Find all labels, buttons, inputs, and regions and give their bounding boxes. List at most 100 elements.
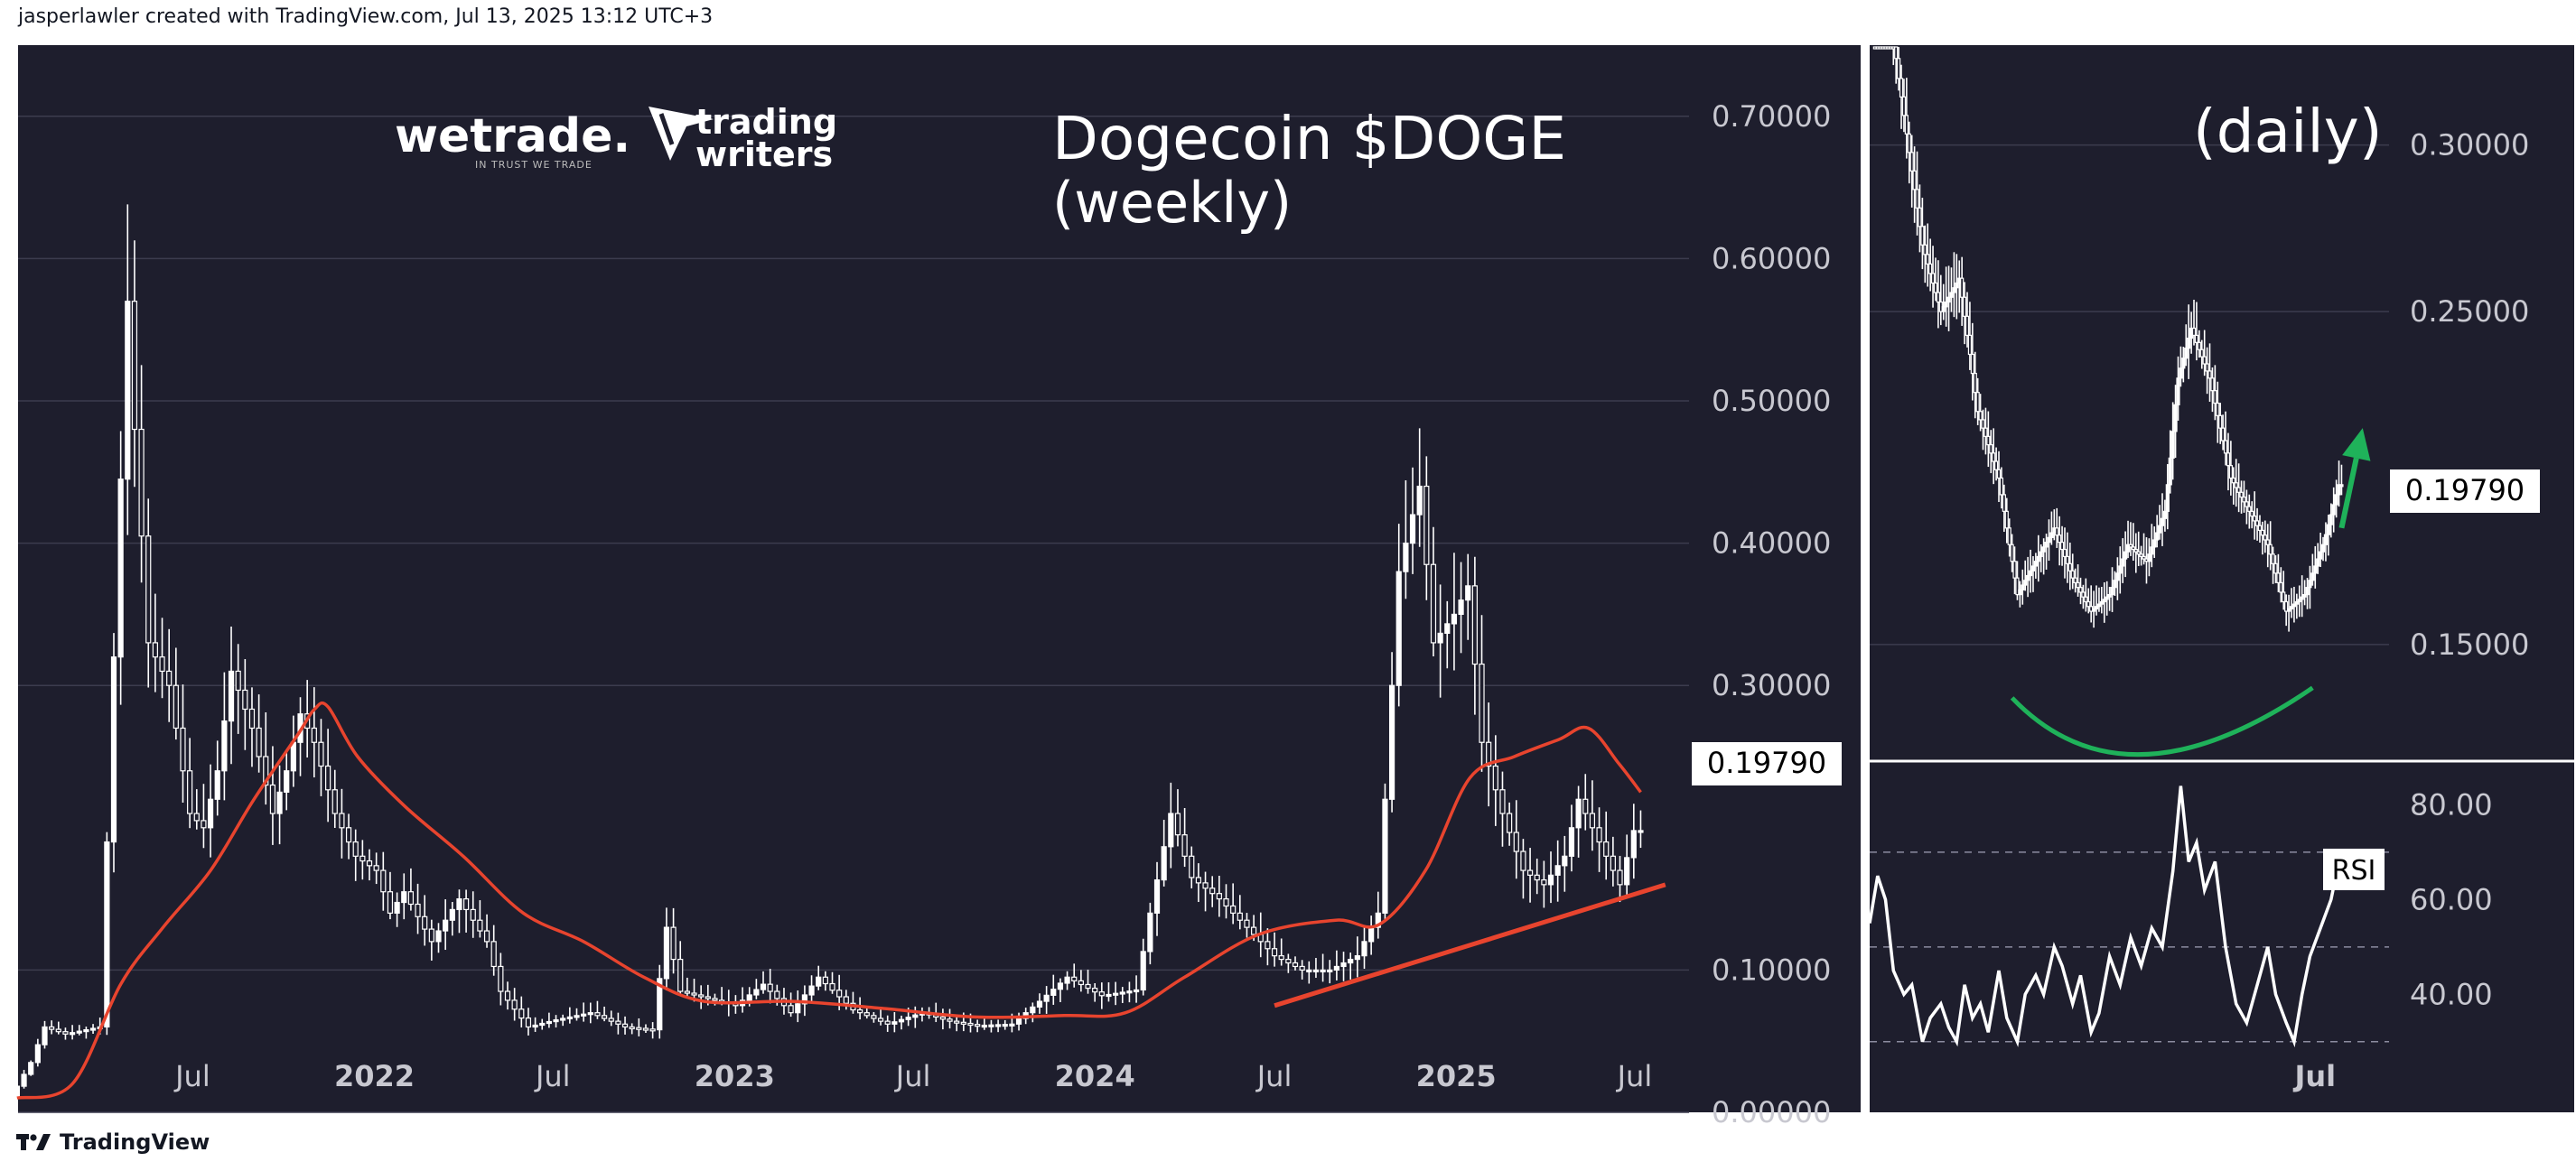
daily-candle [2155,515,2160,548]
daily-candle [2234,459,2238,507]
weekly-candle [1333,950,1339,980]
weekly-candle [1181,807,1188,868]
weekly-candle [546,1012,552,1028]
weekly-candle [1479,615,1485,772]
weekly-candle [629,1023,635,1035]
weekly-candle [808,975,815,1003]
weekly-candle [415,883,421,934]
daily-candle [2291,586,2297,623]
daily-candle [2331,487,2336,533]
weekly-time-axis[interactable]: Jul 2022 Jul 2023 Jul 2024 Jul 2025 Jul [173,1059,1652,1093]
weekly-candle [1002,1019,1008,1030]
weekly-candle [1388,652,1395,813]
weekly-candle [214,740,220,816]
weekly-candle [760,971,767,994]
daily-chart-panel[interactable]: 0.30000 0.25000 0.15000 0.19790 (daily) 80… [1868,45,2574,1112]
weekly-candle [532,1017,538,1032]
daily-candle [2329,503,2333,538]
daily-time-axis[interactable]: Jul [2292,1059,2336,1093]
weekly-candle [1603,811,1610,880]
weekly-candle [345,813,352,860]
weekly-candle [649,1022,656,1039]
weekly-candle [34,1038,41,1067]
daily-candle [2018,581,2022,608]
weekly-candle [1050,974,1057,1005]
daily-candle [2099,586,2104,614]
daily-candle [1955,254,1959,320]
rsi-line [1868,785,2346,1048]
weekly-candle [339,788,345,859]
rsi-label: RSI [2323,849,2385,890]
rsi-axis[interactable]: 80.00 60.00 40.00 [2410,787,2493,1011]
daily-candle [1978,394,1983,432]
weekly-candle [373,852,379,885]
weekly-candle [1195,863,1202,903]
daily-candle [2113,571,2117,597]
daily-candle [2239,480,2244,514]
weekly-candle [1202,871,1209,912]
weekly-candle [70,1025,76,1040]
weekly-candle [822,971,828,991]
daily-candle [2187,304,2191,379]
daily-price-axis[interactable]: 0.30000 0.25000 0.15000 [2410,128,2529,662]
daily-candle [2058,516,2062,566]
weekly-candle [28,1060,34,1076]
rsi-label-box [2323,849,2385,890]
weekly-candle [14,1085,21,1099]
daily-candle [1936,260,1940,329]
daily-candle [2205,347,2209,395]
daily-candle [2165,464,2170,530]
weekly-candle [1085,970,1091,994]
weekly-chart-panel[interactable]: 0.70000 0.60000 0.50000 0.40000 0.30000 0.100… [14,45,1861,1129]
daily-candle [2028,549,2033,593]
daily-candle [1894,46,1899,84]
weekly-candle [387,871,394,920]
daily-candle [2125,520,2131,559]
weekly-x-tick-label: Jul [173,1059,210,1093]
weekly-candle [1223,884,1229,919]
daily-candle [2168,430,2172,494]
daily-candle [2010,534,2014,572]
weekly-candle [449,901,455,936]
weekly-candle [1437,584,1443,698]
daily-candle [1928,238,1933,292]
weekly-candle [201,784,207,849]
daily-candle [1992,428,1996,485]
daily-candle [1915,151,1919,236]
weekly-candle [525,1008,532,1036]
daily-candle [2313,545,2318,589]
weekly-y-tick-label: 0.10000 [1712,953,1831,987]
daily-candle [2273,555,2278,583]
tradingview-footer[interactable]: TradingView [16,1127,210,1157]
weekly-candle [263,712,269,805]
daily-candle [1926,223,1930,287]
weekly-x-tick-label: Jul [1255,1059,1293,1093]
weekly-candle [407,868,415,911]
daily-candle [2179,346,2183,387]
daily-candle [2334,479,2338,518]
weekly-candle [131,240,138,488]
weekly-candle [1430,526,1437,656]
weekly-candle [125,204,131,535]
weekly-candle [1119,987,1125,1003]
daily-candle [2133,533,2138,573]
daily-candle [2118,546,2123,594]
weekly-candle [1340,952,1347,981]
daily-candle [2289,588,2294,618]
weekly-candle [1161,820,1167,887]
weekly-candle [663,907,670,990]
weekly-chart-subtitle: (weekly) [1052,170,1292,236]
daily-chart-background [1870,45,2574,1112]
weekly-candle [1230,883,1237,925]
weekly-price-axis[interactable]: 0.70000 0.60000 0.50000 0.40000 0.30000 0.100… [1712,99,1831,1129]
daily-candle [2107,586,2112,611]
weekly-candle [1423,456,1430,600]
weekly-candle [1444,600,1451,669]
rounded-bottom-arc [2010,685,2314,757]
weekly-candle [1568,804,1575,872]
weekly-candle [145,498,152,688]
weekly-x-tick-label: 2025 [1416,1059,1497,1093]
weekly-candle [1354,936,1360,978]
daily-candle [1994,447,1999,481]
